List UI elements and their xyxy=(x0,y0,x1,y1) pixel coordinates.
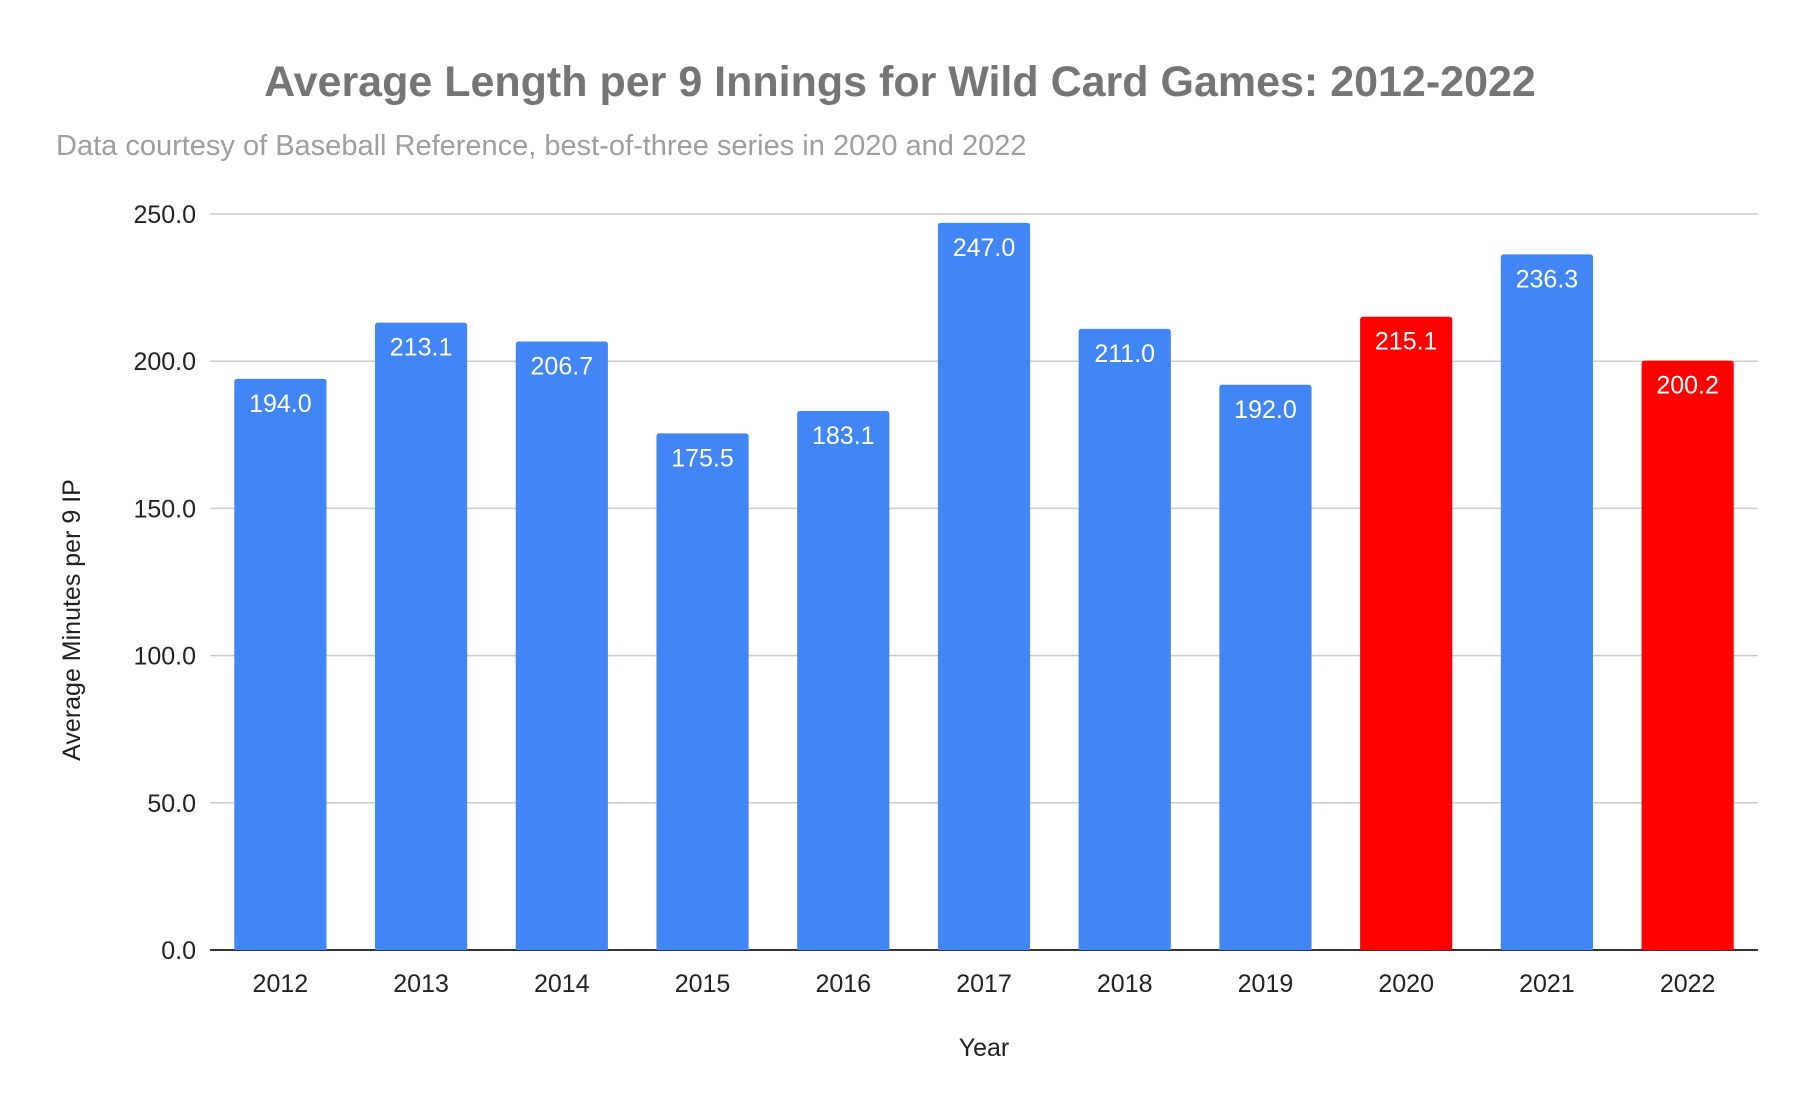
y-tick-label: 150.0 xyxy=(133,495,196,523)
data-label-2014: 206.7 xyxy=(531,352,594,380)
bars xyxy=(234,222,1734,951)
bar-2022 xyxy=(1641,360,1734,950)
data-label-2018: 211.0 xyxy=(1094,340,1155,368)
bar-2015 xyxy=(656,433,749,950)
x-tick-label-2016: 2016 xyxy=(815,970,871,998)
y-tick-label: 250.0 xyxy=(133,201,196,229)
chart-subtitle: Data courtesy of Baseball Reference, bes… xyxy=(56,130,1026,162)
x-tick-label-2019: 2019 xyxy=(1238,970,1294,998)
y-tick-label: 0.0 xyxy=(161,937,196,965)
x-tick-label-2015: 2015 xyxy=(675,970,731,998)
x-tick-label-2014: 2014 xyxy=(534,970,590,998)
bar-2017 xyxy=(937,222,1031,950)
data-label-2012: 194.0 xyxy=(249,390,312,418)
x-tick-label-2017: 2017 xyxy=(956,970,1012,998)
data-label-2015: 175.5 xyxy=(671,444,734,472)
x-tick-label-2020: 2020 xyxy=(1378,970,1434,998)
data-labels: 194.0 213.1 206.7 175.5 183.1 247.0 211.0 192.0… xyxy=(249,234,1719,472)
bar-2021 xyxy=(1500,254,1593,951)
data-label-2017: 247.0 xyxy=(953,234,1016,262)
x-tick-label-2013: 2013 xyxy=(393,970,449,998)
x-tick-label-2018: 2018 xyxy=(1097,970,1153,998)
bar-2020 xyxy=(1360,316,1453,950)
x-tick-label-2021: 2021 xyxy=(1519,970,1575,998)
y-axis-ticks: 0.0 50.0 100.0 150.0 200.0 250.0 xyxy=(133,201,196,965)
bar-2014 xyxy=(515,341,608,950)
data-label-2013: 213.1 xyxy=(390,334,453,362)
bar-2013 xyxy=(375,322,468,950)
x-tick-label-2012: 2012 xyxy=(253,970,309,998)
data-label-2020: 215.1 xyxy=(1375,328,1438,356)
y-axis-title: Average Minutes per 9 IP xyxy=(58,479,86,761)
data-label-2021: 236.3 xyxy=(1516,265,1579,293)
x-tick-label-2022: 2022 xyxy=(1660,970,1716,998)
bar-2012 xyxy=(234,378,327,950)
y-tick-label: 50.0 xyxy=(147,790,196,818)
bar-2016 xyxy=(797,410,890,950)
x-axis-title: Year xyxy=(959,1034,1010,1062)
bar-2018 xyxy=(1078,328,1171,950)
chart-title: Average Length per 9 Innings for Wild Ca… xyxy=(264,58,1536,106)
data-label-2019: 192.0 xyxy=(1234,396,1297,424)
y-tick-label: 100.0 xyxy=(133,643,196,671)
bar-2019 xyxy=(1219,384,1312,950)
x-axis-ticks: 2012 2013 2014 2015 2016 2017 2018 2019 2020 2021… xyxy=(253,970,1716,998)
data-label-2016: 183.1 xyxy=(812,422,875,450)
y-tick-label: 200.0 xyxy=(133,348,196,376)
data-label-2022: 200.2 xyxy=(1656,372,1719,400)
